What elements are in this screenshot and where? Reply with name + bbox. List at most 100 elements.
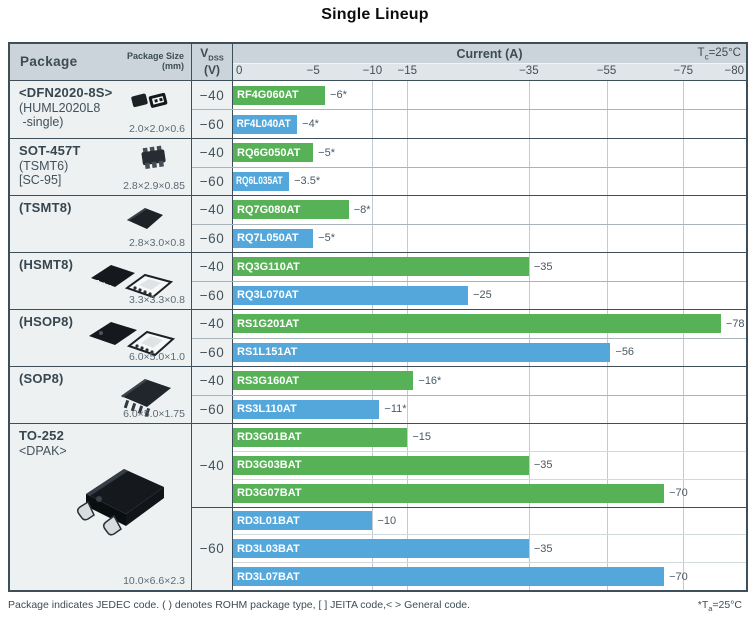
package-section: <DFN2020-8S> (HUML2020L8 -single) 2.0×2.0×… bbox=[10, 81, 746, 138]
current-value-label: −8* bbox=[353, 203, 371, 216]
grid-line bbox=[407, 395, 409, 423]
package-size: 6.0×5.0×1.0 bbox=[128, 351, 185, 363]
grid-line bbox=[606, 253, 608, 281]
package-section: SOT-457T (TSMT6) [SC-95] 2.8×2.9×0.85 −40 RQ6… bbox=[10, 138, 746, 195]
current-bar: RD3L03BAT bbox=[233, 539, 529, 559]
grid-line bbox=[683, 281, 685, 309]
grid-line bbox=[683, 224, 685, 252]
part-number-label: RD3G07BAT bbox=[237, 487, 302, 500]
current-bar: RS3L110AT bbox=[233, 399, 380, 419]
package-name-line: (SOP8) bbox=[19, 371, 64, 386]
package-name-line: (HSOP8) bbox=[19, 314, 74, 329]
axis-tick: −75 bbox=[673, 65, 694, 77]
package-name: (TSMT8) bbox=[19, 200, 72, 216]
axis-tick: −35 bbox=[519, 65, 539, 77]
current-value-label: −3.5* bbox=[294, 175, 321, 188]
grid-line bbox=[407, 167, 409, 195]
bar-row: RD3L03BAT −35 bbox=[233, 534, 746, 562]
grid-line bbox=[528, 167, 530, 195]
current-bar: RF4L040AT bbox=[233, 114, 298, 134]
bars-area: RQ6L035AT −3.5* bbox=[233, 167, 746, 195]
grid-line bbox=[683, 367, 685, 395]
grid-line bbox=[606, 110, 608, 138]
grid-line bbox=[528, 253, 530, 281]
grid-line bbox=[528, 139, 530, 167]
grid-line bbox=[606, 395, 608, 423]
grid-line bbox=[683, 395, 685, 423]
part-number-label: RD3L01BAT bbox=[237, 514, 300, 527]
current-bar: RS3G160AT bbox=[233, 371, 414, 391]
package-cell: TO-252 <DPAK> 10.0×6.6×2.3 bbox=[10, 424, 192, 590]
package-section: TO-252 <DPAK> 10.0×6.6×2.3 −40 RD3G01BAT −15 R… bbox=[10, 423, 746, 590]
current-value-label: −35 bbox=[533, 459, 553, 472]
vdss-group: −60 RQ3L070AT −25 bbox=[192, 280, 746, 310]
current-bar: RD3L01BAT bbox=[233, 511, 373, 531]
vdss-groups: −40 RS1G201AT −78 −60 RS1L151AT −56 bbox=[192, 310, 746, 366]
bars-area: RQ3L070AT −25 bbox=[233, 281, 746, 310]
current-value-label: −56 bbox=[615, 346, 635, 359]
vdss-group: −40 RS1G201AT −78 bbox=[192, 310, 746, 338]
vdss-group: −40 RQ7G080AT −8* bbox=[192, 196, 746, 224]
grid-line bbox=[606, 367, 608, 395]
current-value-label: −10 bbox=[377, 514, 397, 527]
part-number-label: RQ6L035AT bbox=[236, 175, 283, 188]
vdss-cell: −60 bbox=[192, 507, 233, 590]
bars-area: RD3G01BAT −15 RD3G03BAT −35 RD3G07BAT −70 bbox=[233, 424, 746, 507]
column-header-package: Package Package Size (mm) bbox=[10, 44, 192, 80]
package-cell: SOT-457T (TSMT6) [SC-95] 2.8×2.9×0.85 bbox=[10, 139, 192, 195]
vdss-group: −60 RQ7L050AT −5* bbox=[192, 223, 746, 253]
current-bar: RD3G01BAT bbox=[233, 427, 408, 447]
bar-row: RQ7L050AT −5* bbox=[233, 225, 746, 253]
grid-line bbox=[372, 81, 374, 109]
bar-row: RQ6G050AT −5* bbox=[233, 139, 746, 167]
current-bar: RQ6G050AT bbox=[233, 143, 314, 163]
current-value-label: −70 bbox=[669, 487, 688, 500]
package-section: (SOP8) 6.0×5.0×1.75 −40 RS3G160AT −16* −60 RS3… bbox=[10, 366, 746, 423]
bar-row: RQ7G080AT −8* bbox=[233, 196, 746, 224]
grid-line bbox=[606, 224, 608, 252]
grid-line bbox=[606, 507, 608, 590]
x-axis-ticks: 0 −5 −10 −15 −35 −55 −75 −80 bbox=[233, 64, 746, 80]
axis-tick: −80 bbox=[724, 65, 744, 77]
current-axis-title: Current (A) bbox=[456, 46, 523, 61]
current-bar: RS1L151AT bbox=[233, 342, 611, 362]
grid-line bbox=[407, 139, 409, 167]
grid-line bbox=[683, 139, 685, 167]
page-title: Single Lineup bbox=[321, 6, 429, 23]
package-size-header-label: Package Size (mm) bbox=[126, 51, 184, 71]
current-bar: RS1G201AT bbox=[233, 314, 721, 334]
grid-line bbox=[528, 224, 530, 252]
package-name-line: <DFN2020-8S> bbox=[19, 85, 113, 100]
package-size: 6.0×5.0×1.75 bbox=[123, 408, 185, 420]
package-name-line: <DPAK> bbox=[19, 443, 67, 458]
axis-tick: 0 bbox=[236, 65, 243, 77]
grid-line bbox=[683, 507, 685, 590]
current-value-label: −35 bbox=[533, 260, 553, 273]
current-value-label: −5* bbox=[318, 146, 335, 159]
package-size: 10.0×6.6×2.3 bbox=[123, 575, 185, 587]
vdss-groups: −40 RQ3G110AT −35 −60 RQ3L070AT −25 bbox=[192, 253, 746, 309]
vdss-cell: −40 bbox=[192, 139, 233, 167]
part-number-label: RS3L110AT bbox=[237, 403, 297, 416]
grid-line bbox=[528, 196, 530, 224]
package-name-line: SOT-457T bbox=[19, 143, 81, 158]
part-number-label: RQ7L050AT bbox=[237, 232, 299, 245]
bar-row: RF4L040AT −4* bbox=[233, 110, 746, 138]
sop8-package-icon bbox=[109, 373, 175, 424]
current-value-label: −78 bbox=[725, 317, 745, 330]
current-bar: RQ7L050AT bbox=[233, 228, 314, 248]
bars-area: RF4L040AT −4* bbox=[233, 110, 746, 138]
grid-line bbox=[407, 196, 409, 224]
current-value-label: −4* bbox=[302, 118, 319, 130]
package-name-line: -single) bbox=[19, 115, 64, 129]
vdss-cell: −60 bbox=[192, 110, 233, 138]
grid-line bbox=[528, 367, 530, 395]
vdss-cell: −60 bbox=[192, 395, 233, 423]
bar-row: RQ3L070AT −25 bbox=[233, 282, 746, 310]
hsmt8-package-icon bbox=[87, 261, 177, 304]
package-name: SOT-457T (TSMT6) [SC-95] bbox=[19, 143, 81, 188]
package-size: 2.0×2.0×0.6 bbox=[128, 123, 185, 135]
package-cell: (SOP8) 6.0×5.0×1.75 bbox=[10, 367, 192, 423]
bars-area: RQ7L050AT −5* bbox=[233, 224, 746, 253]
current-value-label: −16* bbox=[418, 374, 442, 387]
